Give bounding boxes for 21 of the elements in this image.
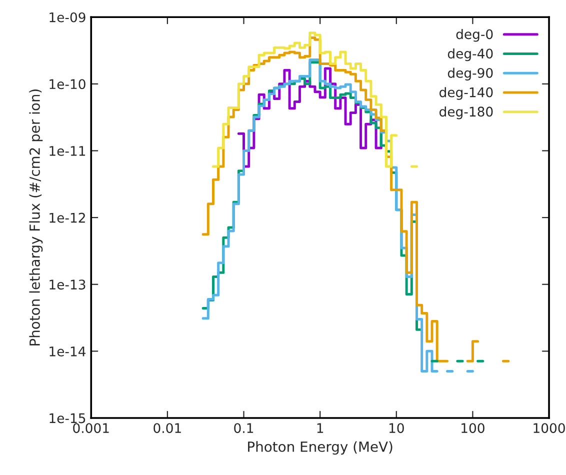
y-axis-title: Photon lethargy Flux (#/cm2 per ion) — [29, 90, 43, 346]
y-tick-label: 1e-13 — [50, 280, 86, 290]
x-tick-label: 0.001 — [73, 423, 109, 434]
x-tick-label: 1 — [317, 423, 324, 433]
x-axis-title: Photon Energy (MeV) — [248, 441, 392, 455]
x-tick-label: 1000 — [534, 423, 565, 434]
y-tick-label: 1e-12 — [50, 212, 85, 223]
legend-label: deg-90 — [448, 68, 493, 80]
y-tick-label: 1e-15 — [50, 413, 86, 424]
y-tick-label: 1e-11 — [50, 146, 86, 156]
legend-label: deg-40 — [448, 48, 493, 62]
x-tick-label: 0.1 — [234, 423, 254, 434]
y-tick-label: 1e-10 — [50, 79, 86, 90]
legend-label: deg-140 — [440, 87, 493, 100]
x-tick-label: 0.01 — [154, 423, 181, 434]
x-tick-label: 10 — [389, 423, 404, 434]
y-tick-label: 1e-14 — [50, 346, 86, 356]
x-tick-label: 100 — [462, 423, 484, 434]
y-tick-label: 1e-09 — [50, 12, 86, 22]
legend-label: deg-180 — [440, 106, 493, 120]
legend-label: deg-0 — [456, 28, 493, 42]
